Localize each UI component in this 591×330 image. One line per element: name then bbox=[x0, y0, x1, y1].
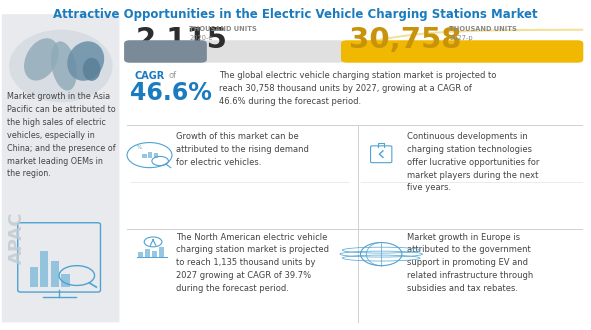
Text: 2020-e: 2020-e bbox=[189, 35, 213, 41]
Text: 46.6%: 46.6% bbox=[130, 81, 212, 105]
Text: 30,758: 30,758 bbox=[349, 26, 461, 54]
Bar bbox=[148, 152, 152, 158]
Ellipse shape bbox=[51, 41, 77, 91]
Ellipse shape bbox=[83, 58, 100, 81]
Bar bbox=[51, 261, 59, 287]
Text: APAC: APAC bbox=[8, 211, 25, 264]
Bar bbox=[159, 248, 164, 257]
Ellipse shape bbox=[24, 38, 59, 81]
Text: %: % bbox=[137, 145, 141, 150]
Bar bbox=[138, 252, 143, 257]
Text: CAGR: CAGR bbox=[135, 71, 165, 81]
Bar bbox=[145, 249, 150, 257]
Bar bbox=[40, 251, 48, 287]
Bar bbox=[142, 154, 147, 158]
Text: The North American electric vehicle
charging station market is projected
to reac: The North American electric vehicle char… bbox=[176, 233, 329, 293]
FancyBboxPatch shape bbox=[2, 14, 119, 322]
FancyBboxPatch shape bbox=[124, 40, 207, 63]
Text: Market growth in Europe is
attributed to the government
support in promoting EV : Market growth in Europe is attributed to… bbox=[407, 233, 533, 293]
Bar bbox=[61, 274, 70, 287]
Bar bbox=[154, 153, 158, 158]
Bar bbox=[30, 267, 38, 287]
Text: of: of bbox=[168, 71, 177, 80]
Text: The global electric vehicle charging station market is projected to
reach 30,758: The global electric vehicle charging sta… bbox=[219, 71, 496, 106]
Bar bbox=[152, 251, 157, 257]
Text: Market growth in the Asia
Pacific can be attributed to
the high sales of electri: Market growth in the Asia Pacific can be… bbox=[7, 92, 116, 179]
FancyBboxPatch shape bbox=[124, 40, 346, 63]
FancyBboxPatch shape bbox=[341, 40, 583, 63]
Ellipse shape bbox=[9, 30, 112, 102]
Text: 2027-p: 2027-p bbox=[449, 35, 473, 41]
Text: Growth of this market can be
attributed to the rising demand
for electric vehicl: Growth of this market can be attributed … bbox=[176, 132, 309, 167]
Text: Attractive Opportunities in the Electric Vehicle Charging Stations Market: Attractive Opportunities in the Electric… bbox=[53, 8, 538, 21]
Ellipse shape bbox=[67, 41, 104, 81]
Text: THOUSAND UNITS: THOUSAND UNITS bbox=[449, 26, 517, 32]
Text: THOUSAND UNITS: THOUSAND UNITS bbox=[189, 26, 257, 32]
Text: 2,115: 2,115 bbox=[136, 26, 228, 54]
Text: Continuous developments in
charging station technologies
offer lucrative opportu: Continuous developments in charging stat… bbox=[407, 132, 539, 192]
